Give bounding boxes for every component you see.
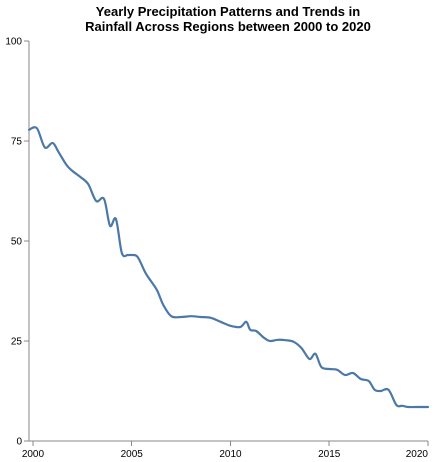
x-axis: 2000 2005 2010 2015 2020 [22,440,429,460]
x-tick-label: 2020 [406,449,429,460]
y-tick-label: 100 [5,37,22,48]
y-tick-label: 50 [11,237,23,248]
x-tick-label: 2015 [318,449,341,460]
x-tick-label: 2005 [121,449,144,460]
y-tick-label: 0 [16,437,22,448]
x-tick-label: 2000 [22,449,45,460]
chart-title: Yearly Precipitation Patterns and Trends… [85,4,371,34]
chart-title-line-1: Yearly Precipitation Patterns and Trends… [96,4,360,19]
y-tick-label: 25 [11,337,23,348]
x-tick-label: 2010 [219,449,242,460]
series-line [27,126,430,409]
chart-title-line-2: Rainfall Across Regions between 2000 to … [85,19,371,34]
y-tick-label: 75 [11,137,23,148]
y-axis: 0 25 50 75 100 [5,37,30,448]
plot-area [27,126,430,409]
